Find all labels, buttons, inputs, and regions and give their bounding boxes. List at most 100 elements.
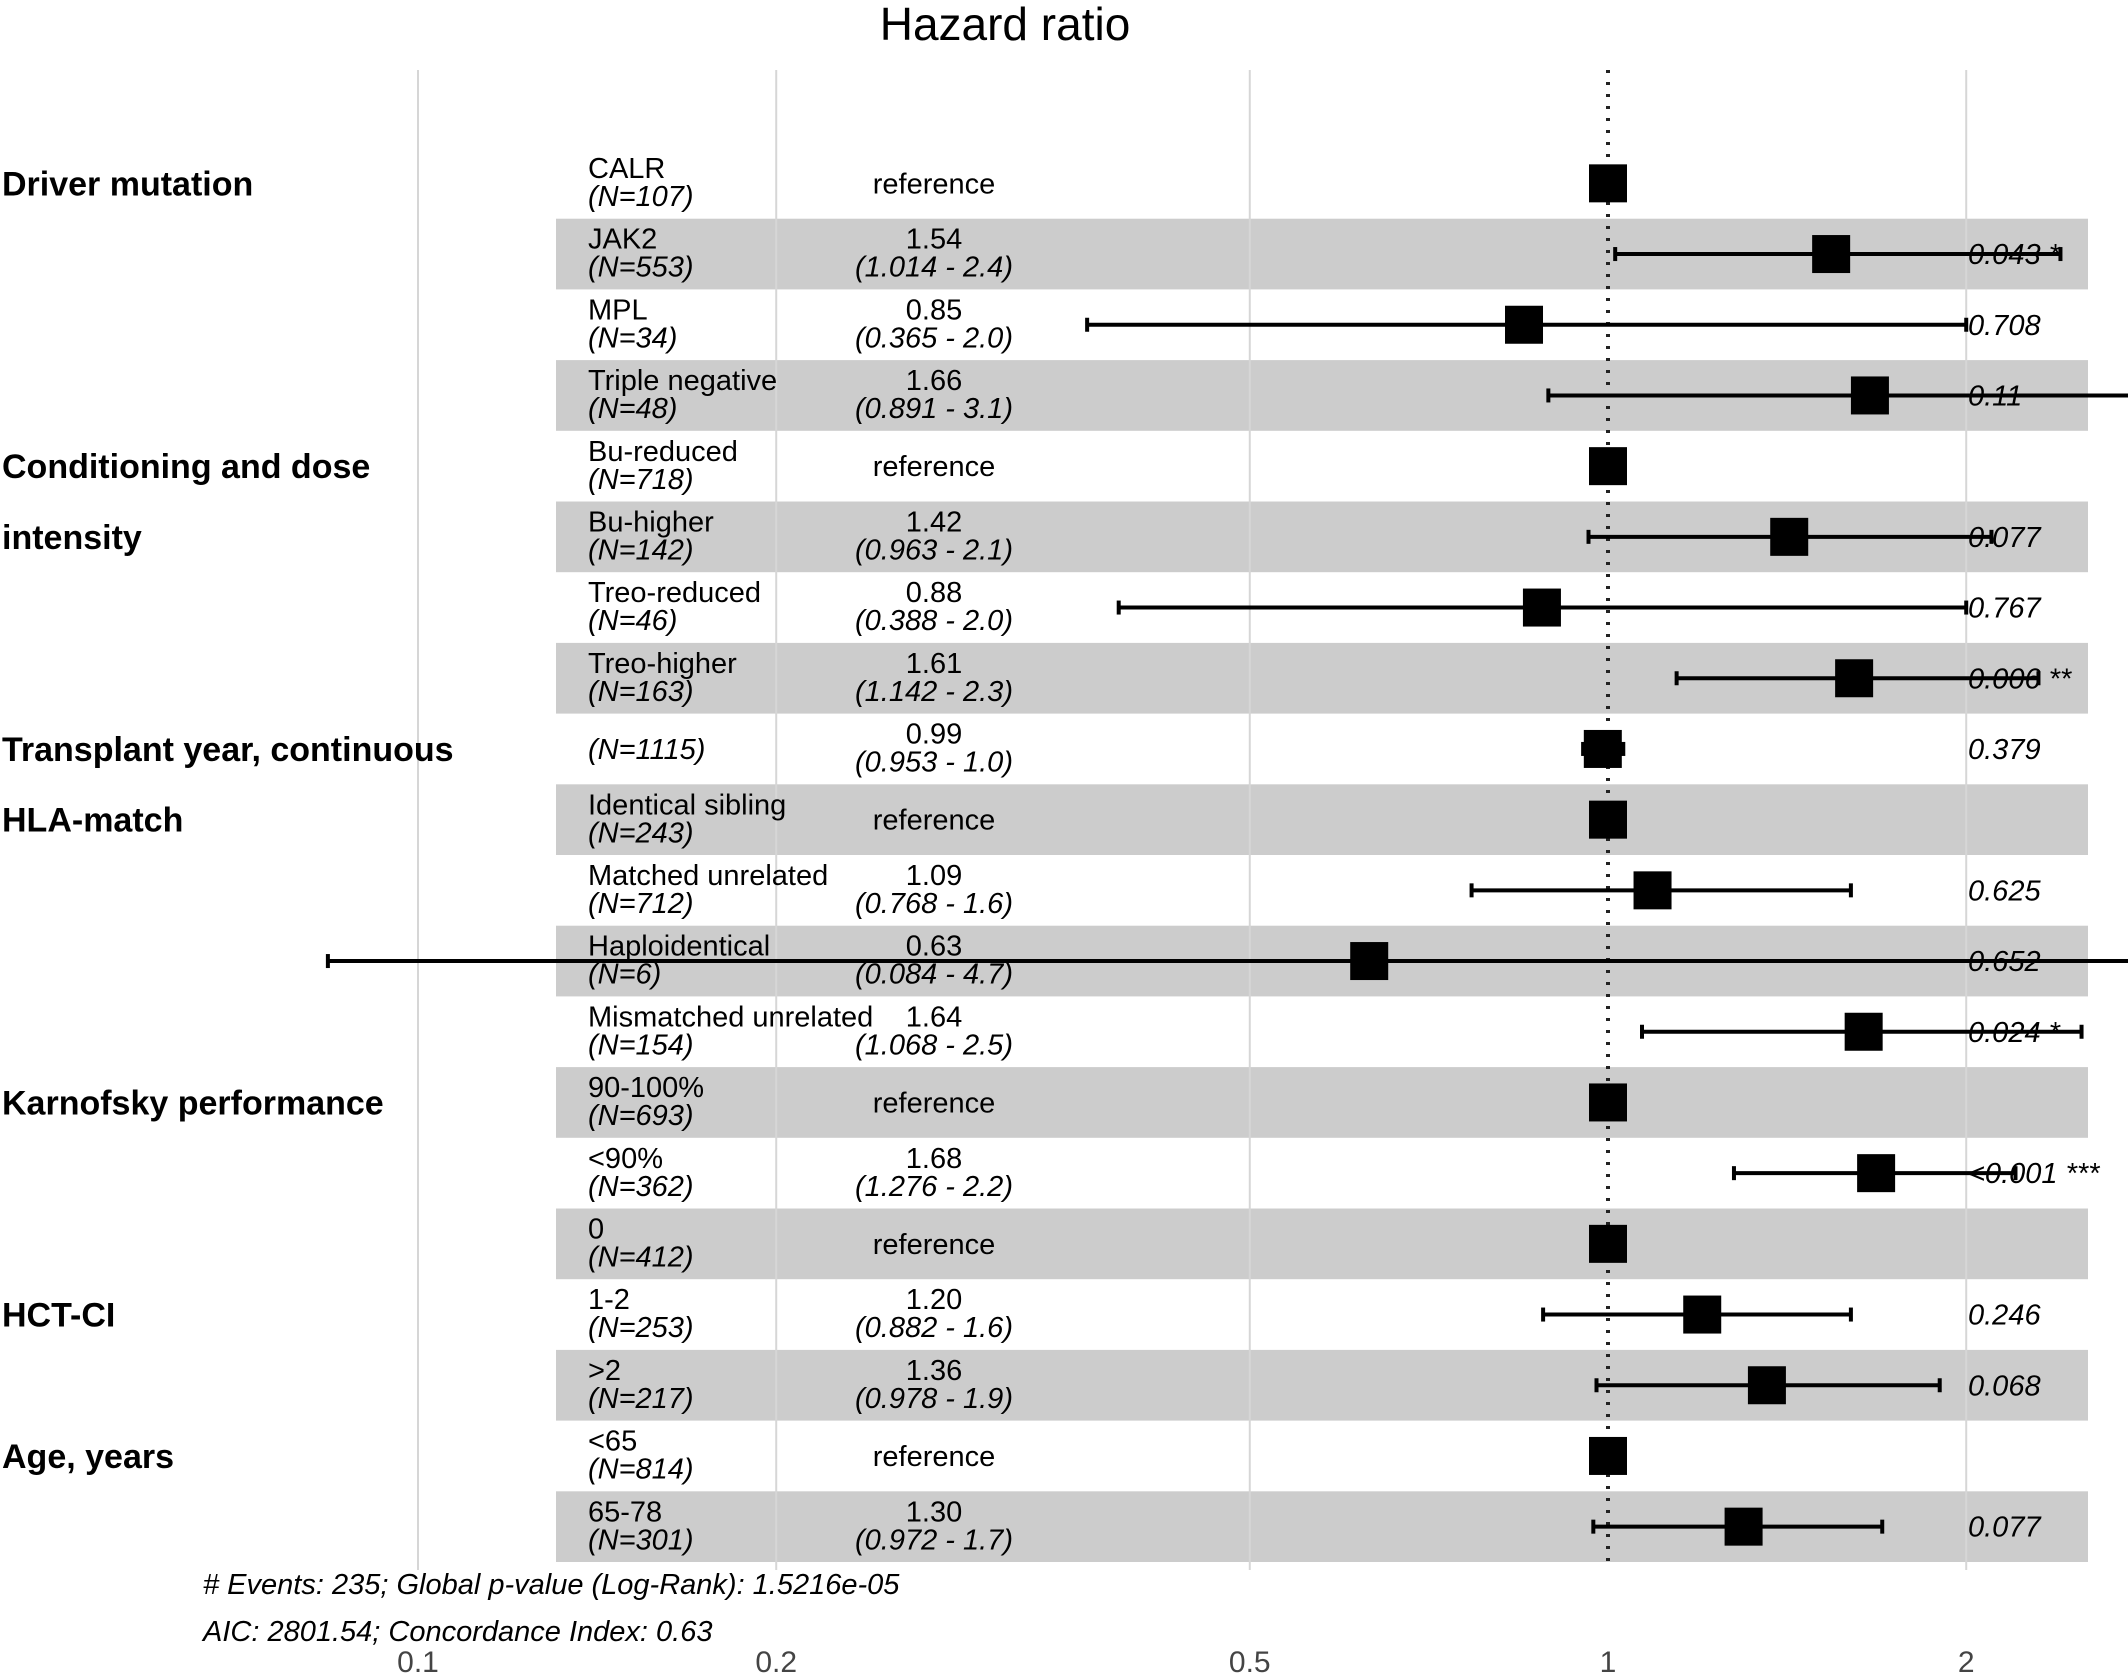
x-tick-label: 2 — [1958, 1646, 1975, 1677]
estimate-label: 1.20 — [906, 1284, 962, 1316]
hazard-ratio-point — [1835, 659, 1874, 698]
x-tick-label: 0.2 — [755, 1646, 797, 1677]
footnote-events: # Events: 235; Global p-value (Log-Rank)… — [203, 1569, 900, 1601]
p-value-label: 0.246 — [1968, 1300, 2041, 1332]
estimate-label: 0.85 — [906, 294, 962, 326]
sample-size-label: (N=34) — [588, 322, 677, 354]
estimate-label: reference — [873, 168, 996, 200]
hazard-ratio-point — [1350, 942, 1389, 981]
hazard-ratio-point — [1850, 376, 1889, 415]
p-value-label: 0.077 — [1968, 1512, 2042, 1544]
chart-title: Hazard ratio — [880, 0, 1131, 50]
row-band — [556, 1067, 2088, 1138]
estimate-marks — [325, 164, 2128, 1546]
hazard-ratio-point — [1770, 517, 1809, 556]
sample-size-label: (N=48) — [588, 393, 677, 425]
estimate-label: 1.68 — [906, 1143, 962, 1175]
variable-label: JAK2 — [588, 224, 657, 256]
hazard-ratio-point — [1812, 235, 1851, 274]
p-value-label: 0.024 * — [1968, 1017, 2062, 1049]
variable-label: Treo-higher — [588, 648, 737, 680]
estimate-label: reference — [873, 1441, 996, 1473]
x-axis-ticks: 0.10.20.5125 — [397, 1646, 1975, 1677]
sample-size-label: (N=553) — [588, 252, 694, 284]
group-label: HCT-CI — [2, 1297, 115, 1335]
p-value-label: 0.068 — [1968, 1370, 2041, 1402]
p-value-label: 0.043 * — [1968, 239, 2062, 271]
p-value-label: 0.379 — [1968, 734, 2041, 766]
variable-label: <65 — [588, 1426, 637, 1458]
estimate-label: 0.99 — [906, 719, 962, 751]
hazard-ratio-point — [1683, 1295, 1722, 1334]
x-tick-label: 0.1 — [397, 1646, 439, 1677]
x-tick-label: 0.5 — [1229, 1646, 1271, 1677]
group-label: Age, years — [2, 1438, 174, 1476]
ci-label: (0.953 - 1.0) — [855, 747, 1013, 779]
group-label: Transplant year, continuous — [2, 731, 454, 769]
estimate-label: 1.54 — [906, 224, 962, 256]
ci-label: (1.014 - 2.4) — [855, 252, 1013, 284]
variable-label: >2 — [588, 1355, 621, 1387]
ci-label: (0.882 - 1.6) — [855, 1312, 1013, 1344]
ci-label: (0.768 - 1.6) — [855, 888, 1013, 920]
p-value-label: 0.767 — [1968, 593, 2042, 625]
ci-label: (0.963 - 2.1) — [855, 535, 1013, 567]
p-value-label: 0.625 — [1968, 875, 2041, 907]
variable-label: MPL — [588, 294, 648, 326]
p-value-label: 0.708 — [1968, 310, 2041, 342]
estimate-label: reference — [873, 1229, 996, 1261]
group-label: Karnofsky performance — [2, 1084, 384, 1122]
estimate-label: 1.36 — [906, 1355, 962, 1387]
estimate-label: 1.66 — [906, 365, 962, 397]
hazard-ratio-point — [1505, 305, 1544, 344]
variable-label: Bu-higher — [588, 507, 714, 539]
sample-size-label: (N=217) — [588, 1383, 694, 1415]
variable-label: Bu-reduced — [588, 436, 738, 468]
p-value-label: 0.006 ** — [1968, 663, 2073, 695]
row-band — [556, 784, 2088, 855]
ci-label: (1.068 - 2.5) — [855, 1029, 1013, 1061]
p-value-label: 0.11 — [1968, 380, 2022, 412]
variable-label: Treo-reduced — [588, 577, 761, 609]
hazard-ratio-point — [1589, 164, 1627, 203]
hazard-ratio-point — [1857, 1154, 1896, 1193]
hazard-ratio-point — [1724, 1507, 1763, 1546]
row-labels: Driver mutation CALR(N=107) referenceJAK2(… — [2, 153, 2101, 1556]
estimate-label: 1.42 — [906, 507, 962, 539]
p-value-label: 0.652 — [1968, 946, 2041, 978]
estimate-label: reference — [873, 1087, 996, 1119]
hazard-ratio-point — [1589, 800, 1627, 839]
sample-size-label: (N=718) — [588, 464, 694, 496]
variable-label: 1-2 — [588, 1284, 630, 1316]
sample-size-label: (N=362) — [588, 1171, 694, 1203]
sample-size-label: (N=712) — [588, 888, 694, 920]
x-tick-label: 1 — [1600, 1646, 1617, 1677]
group-label: Conditioning and dose — [2, 448, 370, 486]
group-label: HLA-match — [2, 802, 183, 840]
hazard-ratio-point — [1589, 447, 1627, 486]
estimate-label: reference — [873, 451, 996, 483]
estimate-label: 1.61 — [906, 648, 962, 680]
hazard-ratio-point — [1583, 729, 1622, 768]
sample-size-label: (N=6) — [588, 959, 661, 991]
variable-label: Haploidentical — [588, 931, 770, 963]
hazard-ratio-point — [1589, 1436, 1627, 1475]
hazard-ratio-point — [1633, 871, 1672, 910]
variable-label: <90% — [588, 1143, 663, 1175]
variable-label: CALR — [588, 153, 665, 185]
ci-label: (0.891 - 3.1) — [855, 393, 1013, 425]
sample-size-label: (N=163) — [588, 676, 694, 708]
variable-label: 0 — [588, 1214, 604, 1246]
hazard-ratio-point — [1747, 1366, 1786, 1405]
estimate-label: 0.88 — [906, 577, 962, 609]
variable-label: Matched unrelated — [588, 860, 828, 892]
group-label: Driver mutation — [2, 165, 253, 203]
sample-size-label: (N=1115) — [588, 734, 705, 766]
sample-size-label: (N=243) — [588, 817, 694, 849]
estimate-label: 1.09 — [906, 860, 962, 892]
variable-label: 65-78 — [588, 1496, 662, 1528]
sample-size-label: (N=253) — [588, 1312, 694, 1344]
sample-size-label: (N=412) — [588, 1242, 694, 1274]
estimate-label: reference — [873, 805, 996, 837]
row-band — [556, 1208, 2088, 1280]
